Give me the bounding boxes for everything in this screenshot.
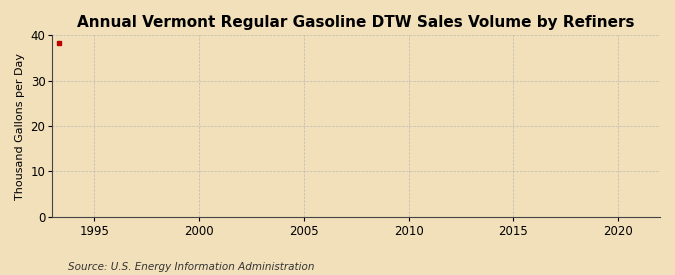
Title: Annual Vermont Regular Gasoline DTW Sales Volume by Refiners: Annual Vermont Regular Gasoline DTW Sale…: [78, 15, 635, 30]
Text: Source: U.S. Energy Information Administration: Source: U.S. Energy Information Administ…: [68, 262, 314, 272]
Y-axis label: Thousand Gallons per Day: Thousand Gallons per Day: [15, 53, 25, 199]
